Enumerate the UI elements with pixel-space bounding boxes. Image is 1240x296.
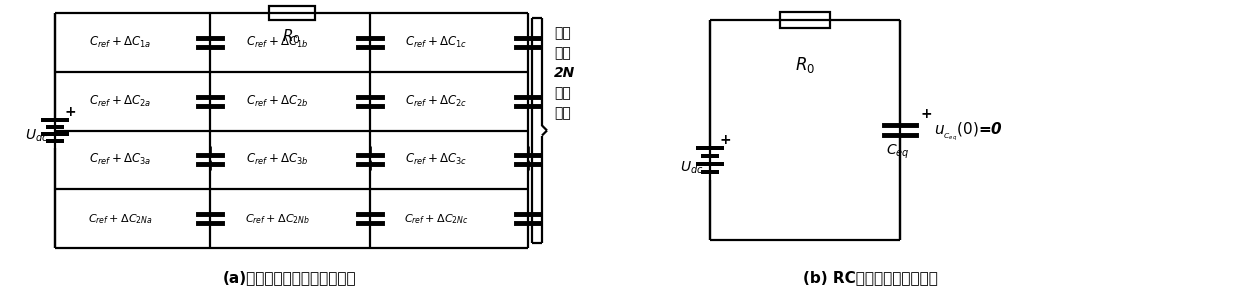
Text: 每相: 每相: [554, 26, 570, 40]
Text: 个子: 个子: [554, 86, 570, 100]
Text: +: +: [920, 107, 931, 121]
Text: $C_{ref}+\Delta C_{3b}$: $C_{ref}+\Delta C_{3b}$: [246, 152, 309, 168]
Bar: [269, 6, 315, 20]
Text: $C_{ref}+\Delta C_{1b}$: $C_{ref}+\Delta C_{1b}$: [246, 35, 309, 50]
Text: $C_{ref}+\Delta C_{1c}$: $C_{ref}+\Delta C_{1c}$: [405, 35, 467, 50]
Text: (a)不控预充电过程的等效电路: (a)不控预充电过程的等效电路: [223, 271, 357, 286]
Text: $R_0$: $R_0$: [283, 27, 301, 46]
Bar: [780, 12, 830, 28]
Text: 模块: 模块: [554, 106, 570, 120]
Text: $C_{ref}+\Delta C_{3c}$: $C_{ref}+\Delta C_{3c}$: [405, 152, 467, 168]
Text: $C_{ref}+\Delta C_{2a}$: $C_{ref}+\Delta C_{2a}$: [89, 94, 151, 109]
Text: $C_{ref}+\Delta C_{2Nb}$: $C_{ref}+\Delta C_{2Nb}$: [244, 212, 310, 226]
Text: $C_{ref}+\Delta C_{2Na}$: $C_{ref}+\Delta C_{2Na}$: [88, 212, 153, 226]
Text: (b) RC一阶零状态响应电路: (b) RC一阶零状态响应电路: [802, 271, 937, 286]
Text: $C_{ref}+\Delta C_{2b}$: $C_{ref}+\Delta C_{2b}$: [246, 94, 309, 109]
Text: $C_{ref}+\Delta C_{1a}$: $C_{ref}+\Delta C_{1a}$: [89, 35, 151, 50]
Text: +: +: [64, 105, 76, 119]
Text: +: +: [719, 133, 730, 147]
Text: $u_{_{C_{eq}}}(0)$=0: $u_{_{C_{eq}}}(0)$=0: [934, 120, 1003, 144]
Text: $R_0$: $R_0$: [795, 55, 815, 75]
Text: $U_{dc}$: $U_{dc}$: [681, 160, 704, 176]
Text: $C_{ref}+\Delta C_{3a}$: $C_{ref}+\Delta C_{3a}$: [89, 152, 151, 168]
Text: 2N: 2N: [554, 66, 575, 80]
Text: $C_{ref}+\Delta C_{2Nc}$: $C_{ref}+\Delta C_{2Nc}$: [404, 212, 469, 226]
Text: $C_{eq}$: $C_{eq}$: [887, 143, 910, 161]
Text: 共有: 共有: [554, 46, 570, 60]
Text: $C_{ref}+\Delta C_{2c}$: $C_{ref}+\Delta C_{2c}$: [405, 94, 467, 109]
Text: $U_{dc}$: $U_{dc}$: [26, 127, 50, 144]
